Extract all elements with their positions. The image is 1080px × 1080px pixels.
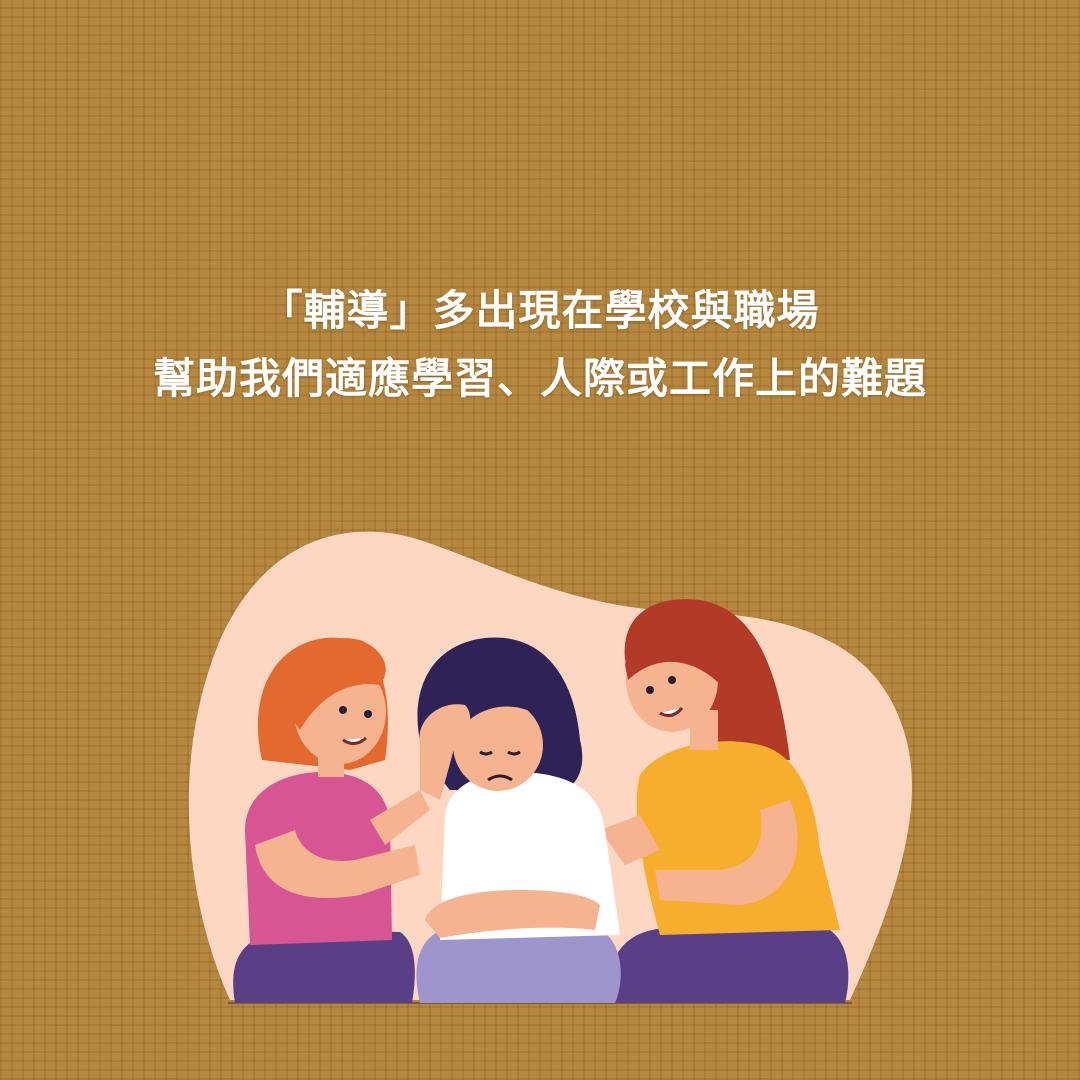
- headline: 「輔導」多出現在學校與職場 幫助我們適應學習、人際或工作上的難題: [0, 278, 1080, 414]
- right-friend: [600, 599, 849, 1003]
- headline-line-2: 幫助我們適應學習、人際或工作上的難題: [152, 354, 927, 403]
- middle-friend-face: [453, 699, 543, 791]
- middle-friend: [416, 637, 621, 1003]
- left-friend-hair-front: [284, 638, 386, 730]
- right-friend-arm: [655, 800, 798, 905]
- middle-friend-shorts: [416, 925, 621, 1003]
- middle-friend-hair-front: [447, 659, 552, 735]
- headline-line-1: 「輔導」多出現在學校與職場: [260, 286, 820, 335]
- left-friend-pants: [233, 930, 415, 1003]
- left-friend: [233, 637, 430, 1003]
- middle-friend-hand: [419, 704, 471, 800]
- left-friend-arm: [255, 830, 420, 898]
- right-friend-pants: [610, 925, 849, 1003]
- right-friend-hair-front: [625, 611, 738, 690]
- middle-friend-arms: [425, 890, 600, 938]
